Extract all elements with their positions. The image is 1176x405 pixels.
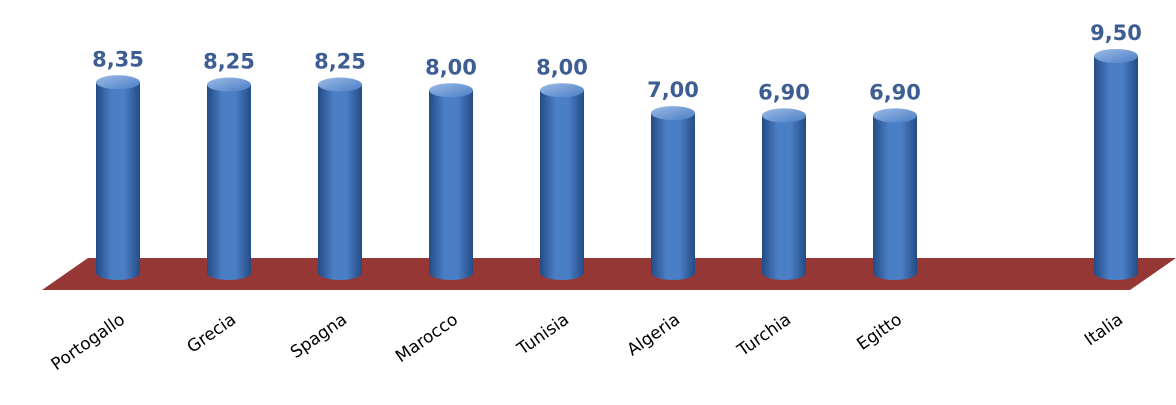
bar-body-grecia — [207, 84, 251, 280]
bar-body-portogallo — [96, 82, 140, 280]
bar-grecia — [207, 77, 251, 280]
value-label-italia: 9,50 — [1090, 21, 1142, 45]
value-label-marocco: 8,00 — [425, 55, 477, 79]
value-labels-layer: 8,35 8,25 8,25 8,00 8,00 7,00 6,90 6,90 9,50 — [92, 21, 1142, 104]
bar-body-algeria — [651, 113, 695, 281]
bar-body-spagna — [318, 84, 362, 280]
bar-cap-spagna — [318, 77, 362, 92]
bar-tunisia — [540, 83, 584, 281]
bar-cap-portogallo — [96, 75, 140, 90]
value-label-egitto: 6,90 — [869, 80, 921, 104]
bar-spagna — [318, 77, 362, 280]
bar-cap-algeria — [651, 106, 695, 121]
bar-cap-egitto — [873, 108, 917, 123]
value-label-algeria: 7,00 — [647, 78, 699, 102]
tick-label-spagna: Spagna — [287, 310, 351, 363]
bar-body-italia — [1094, 56, 1138, 280]
bar-body-tunisia — [540, 90, 584, 281]
bar-portogallo — [96, 75, 140, 280]
bar-cap-tunisia — [540, 83, 584, 98]
value-label-grecia: 8,25 — [203, 50, 255, 74]
value-label-turchia: 6,90 — [758, 80, 810, 104]
bar-cap-grecia — [207, 77, 251, 92]
bar-cap-marocco — [429, 83, 473, 98]
tick-label-algeria: Algeria — [623, 310, 683, 361]
bar-body-turchia — [762, 115, 806, 281]
bars-layer — [96, 49, 1138, 281]
value-label-portogallo: 8,35 — [92, 47, 144, 71]
value-label-tunisia: 8,00 — [536, 55, 588, 79]
tick-label-turchia: Turchia — [733, 310, 795, 362]
bar-marocco — [429, 83, 473, 281]
tick-label-grecia: Grecia — [184, 310, 240, 358]
bar-turchia — [762, 108, 806, 281]
tick-label-portogallo: Portogallo — [48, 310, 129, 375]
tick-label-egitto: Egitto — [853, 310, 905, 355]
bar-algeria — [651, 106, 695, 281]
bar-egitto — [873, 108, 917, 281]
tick-label-marocco: Marocco — [392, 310, 462, 367]
tick-label-tunisia: Tunisia — [513, 310, 573, 360]
tick-label-italia: Italia — [1081, 310, 1127, 350]
category-tick-labels-layer: Portogallo Grecia Spagna Marocco Tunisia Alge… — [48, 310, 1127, 375]
value-label-spagna: 8,25 — [314, 50, 366, 74]
bar-cap-italia — [1094, 49, 1138, 63]
bar-body-marocco — [429, 90, 473, 281]
bar-italia — [1094, 49, 1138, 280]
bar-body-egitto — [873, 115, 917, 281]
bar-cap-turchia — [762, 108, 806, 123]
